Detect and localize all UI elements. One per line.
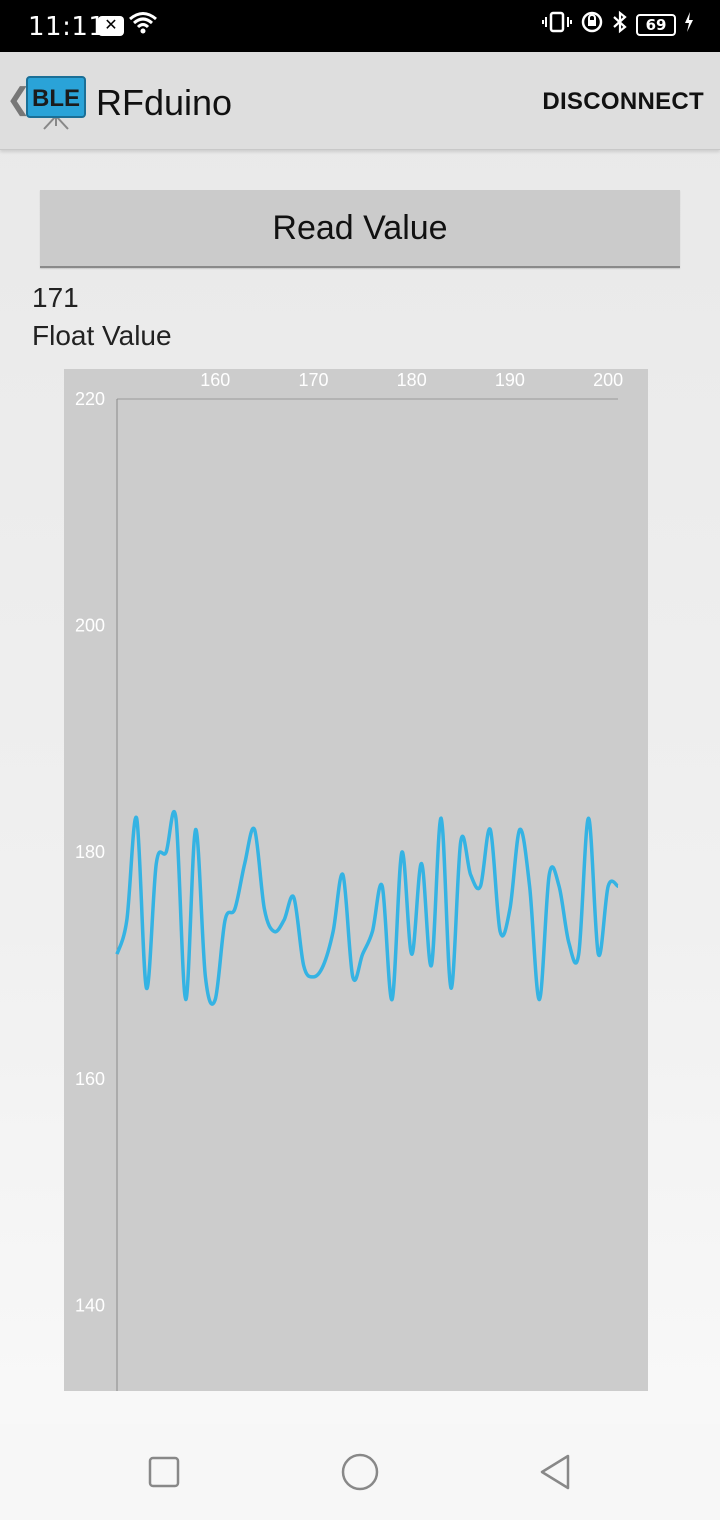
chart-svg: 160 170 180 190 200 220 200 180 160 140	[75, 370, 623, 1391]
vibrate-icon	[542, 10, 572, 39]
series-line	[115, 809, 619, 1006]
x-tick-label: 170	[298, 370, 328, 390]
recents-square-icon[interactable]	[142, 1450, 186, 1494]
float-value-label: Float Value	[32, 320, 172, 351]
back-triangle-icon[interactable]	[534, 1450, 578, 1494]
charging-icon	[684, 12, 694, 37]
float-value-display: 171	[32, 282, 79, 313]
battery-level: 69	[636, 13, 676, 36]
status-bar: 11:11 ✕ 69	[0, 0, 720, 52]
app-bar: ❮ BLE RFduino DISCONNECT	[0, 52, 720, 150]
disconnect-button[interactable]: DISCONNECT	[542, 88, 704, 115]
status-icons: 69	[542, 10, 694, 39]
line-chart: 160 170 180 190 200 220 200 180 160 140	[64, 369, 648, 1391]
app-title: RFduino	[96, 82, 233, 123]
app-logo[interactable]: BLE	[26, 76, 86, 130]
navigation-bar	[0, 1424, 720, 1520]
bluetooth-icon	[612, 10, 628, 39]
notification-icon: ✕	[98, 16, 124, 36]
x-tick-label: 190	[495, 370, 525, 390]
logo-text: BLE	[32, 85, 80, 112]
y-tick-label: 220	[75, 389, 105, 409]
x-tick-label: 200	[593, 370, 623, 390]
read-value-button[interactable]: Read Value	[40, 190, 680, 268]
y-tick-label: 200	[75, 616, 105, 636]
status-time: 11:11	[28, 12, 106, 42]
y-tick-label: 140	[75, 1295, 105, 1315]
y-tick-label: 160	[75, 1069, 105, 1089]
alarm-icon	[580, 10, 604, 39]
y-tick-label: 180	[75, 842, 105, 862]
x-tick-label: 160	[200, 370, 230, 390]
home-circle-icon[interactable]	[338, 1450, 382, 1494]
x-tick-label: 180	[397, 370, 427, 390]
wifi-icon	[128, 10, 158, 41]
